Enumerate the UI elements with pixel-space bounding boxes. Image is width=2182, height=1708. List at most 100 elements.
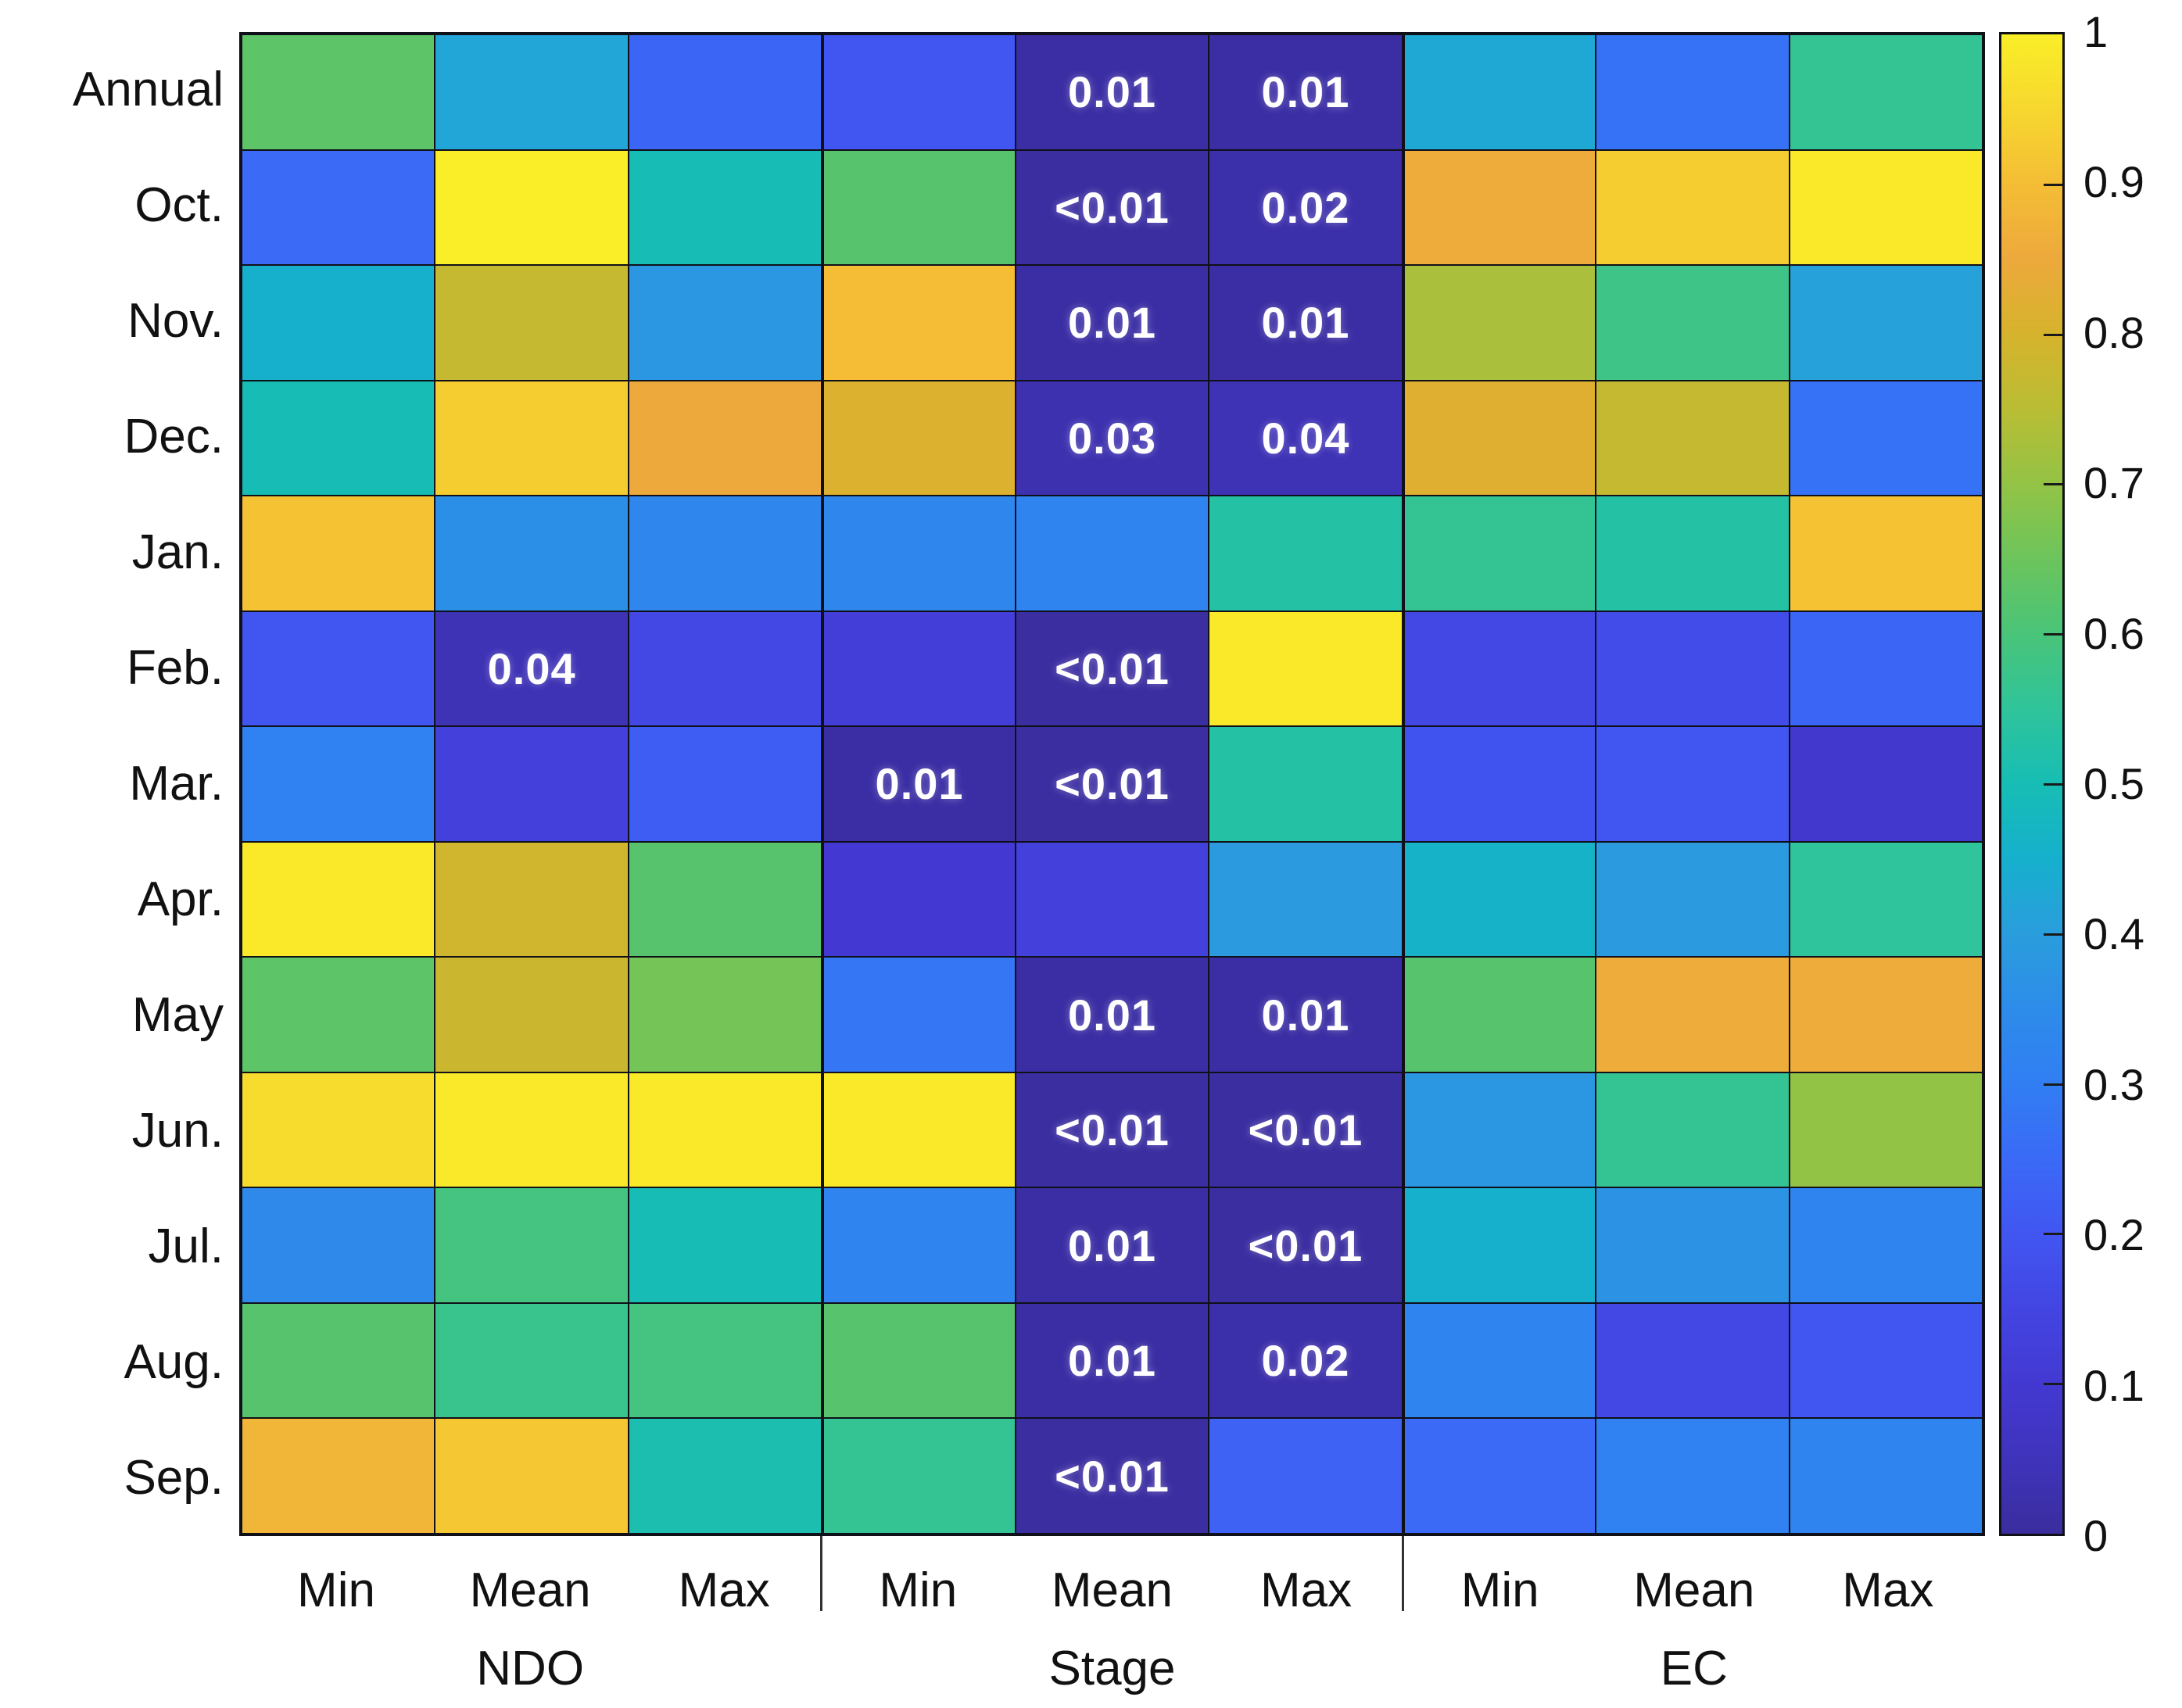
column-stat-label: Max	[1842, 1563, 1934, 1617]
heatmap-cell	[435, 149, 629, 266]
heatmap-cell	[1789, 611, 1983, 727]
heatmap-cell	[822, 149, 1016, 266]
heatmap-cell	[822, 957, 1016, 1072]
heatmap-cell: 0.01	[1209, 957, 1403, 1072]
heatmap-cell	[822, 1072, 1016, 1188]
heatmap-cell	[822, 1187, 1016, 1303]
cell-value-label: 0.01	[1067, 1220, 1156, 1270]
heatmap-cell	[1789, 1072, 1983, 1188]
heatmap-cell	[1402, 496, 1596, 611]
heatmap-cell	[1209, 611, 1403, 727]
row-label: Aug.	[124, 1335, 224, 1389]
heatmap-cell	[628, 726, 822, 842]
colorbar-tick-label: 0.6	[2083, 608, 2144, 658]
heatmap-cell	[242, 611, 435, 727]
heatmap-cell	[242, 841, 435, 958]
cell-value-label: 0.01	[1261, 298, 1350, 348]
heatmap-cell: 0.01	[1015, 1302, 1209, 1419]
heatmap-cell	[822, 496, 1016, 611]
heatmap-cell	[1209, 496, 1403, 611]
heatmap-cell	[1789, 726, 1983, 842]
heatmap-cell: <0.01	[1015, 726, 1209, 842]
heatmap-cell	[1402, 265, 1596, 381]
cell-value-label: <0.01	[1055, 759, 1170, 809]
cell-value-label: <0.01	[1055, 1105, 1170, 1155]
heatmap-cell	[435, 1187, 629, 1303]
row-label: Sep.	[124, 1451, 224, 1505]
heatmap-cell	[1596, 1302, 1790, 1419]
heatmap-cell	[822, 611, 1016, 727]
cell-value-label: 0.01	[1067, 298, 1156, 348]
heatmap-cell	[1596, 726, 1790, 842]
heatmap-cell: 0.01	[1015, 34, 1209, 150]
heatmap-cell	[1402, 841, 1596, 958]
cell-value-label: <0.01	[1055, 643, 1170, 693]
heatmap-cell: 0.02	[1209, 1302, 1403, 1419]
group-separator-line	[819, 1536, 822, 1611]
column-group-label: Stage	[1048, 1642, 1176, 1695]
row-label: Jul.	[148, 1219, 224, 1273]
row-label: Jan.	[131, 525, 224, 579]
colorbar-tick-label: 0.5	[2083, 759, 2144, 808]
heatmap-cell	[242, 957, 435, 1072]
heatmap-cell	[628, 1187, 822, 1303]
heatmap-cell	[435, 841, 629, 958]
plot-area: 0.01 0.01 <0.01 0.02 0.01 0.01 0.03 0.04 0.04 <0.…	[239, 32, 1985, 1536]
row-label: Apr.	[137, 872, 224, 926]
heatmap-cell: <0.01	[1015, 1072, 1209, 1188]
heatmap-cell	[628, 957, 822, 1072]
row-label: Annual	[72, 63, 224, 116]
colorbar-tick-label: 0.3	[2083, 1059, 2144, 1109]
column-stat-label: Max	[678, 1563, 770, 1617]
heatmap-cell	[1209, 841, 1403, 958]
heatmap-cell	[1015, 841, 1209, 958]
row-label: May	[131, 988, 224, 1042]
heatmap-cell	[1596, 957, 1790, 1072]
heatmap-cell	[1402, 1302, 1596, 1419]
row-label: Nov.	[127, 294, 224, 348]
heatmap-cell	[1402, 34, 1596, 150]
heatmap-cell	[1596, 611, 1790, 727]
heatmap-cell	[628, 1072, 822, 1188]
heatmap-cell	[628, 841, 822, 958]
heatmap-cell	[1402, 957, 1596, 1072]
heatmap-cell	[242, 1418, 435, 1534]
heatmap-cell	[628, 1418, 822, 1534]
colorbar-tick-label: 1	[2083, 7, 2109, 56]
column-stat-label: Mean	[1051, 1563, 1173, 1617]
heatmap-cell	[822, 380, 1016, 496]
heatmap-cell	[628, 265, 822, 381]
column-stat-label: Min	[879, 1563, 958, 1617]
heatmap-cell	[242, 496, 435, 611]
cell-value-label: 0.02	[1261, 182, 1350, 232]
heatmap-cell	[822, 265, 1016, 381]
colorbar-tick-mark	[2044, 333, 2062, 336]
cell-value-label: 0.01	[1067, 67, 1156, 117]
cell-value-label: <0.01	[1248, 1105, 1363, 1155]
heatmap-cell: <0.01	[1015, 1418, 1209, 1534]
column-stat-label: Mean	[1633, 1563, 1755, 1617]
heatmap-cell: 0.04	[1209, 380, 1403, 496]
cell-value-label: <0.01	[1055, 1451, 1170, 1501]
heatmap-cell	[242, 380, 435, 496]
heatmap-cell	[628, 1302, 822, 1419]
heatmap-cell: 0.02	[1209, 149, 1403, 266]
heatmap-cell	[1402, 149, 1596, 266]
heatmap-cell	[1596, 380, 1790, 496]
heatmap-cell	[1209, 1418, 1403, 1534]
heatmap-cell	[1596, 841, 1790, 958]
heatmap-cell	[628, 380, 822, 496]
heatmap-cell	[435, 957, 629, 1072]
heatmap-cell	[242, 34, 435, 150]
group-separator-line	[1402, 1536, 1405, 1611]
heatmap-cell	[822, 841, 1016, 958]
heatmap-cell	[822, 34, 1016, 150]
heatmap-cell: <0.01	[1015, 611, 1209, 727]
heatmap-cell	[1402, 1418, 1596, 1534]
heatmap-cell	[1596, 149, 1790, 266]
heatmap-cell	[1015, 496, 1209, 611]
heatmap-cell	[628, 149, 822, 266]
heatmap-cell	[822, 1418, 1016, 1534]
heatmap-cell	[435, 1072, 629, 1188]
heatmap-cell	[1596, 1418, 1790, 1534]
